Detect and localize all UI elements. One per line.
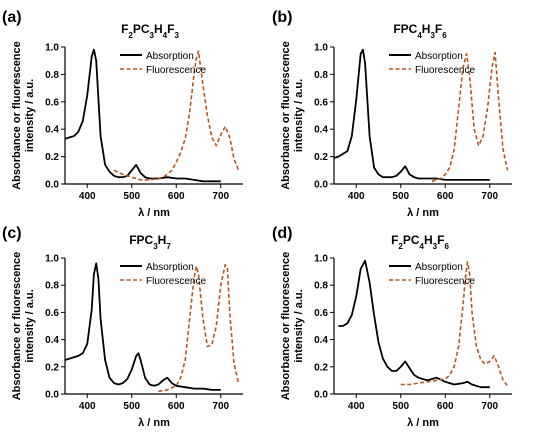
x-tick-label: 600 xyxy=(437,401,454,412)
x-tick-label: 400 xyxy=(348,401,365,412)
y-axis-label-line2: intensity / a.u. xyxy=(293,79,305,152)
legend-label: Fluorescence xyxy=(415,65,475,76)
x-tick-label: 700 xyxy=(481,191,498,202)
x-axis-label: λ / nm xyxy=(407,207,439,219)
y-tick-label: 0.6 xyxy=(314,308,328,319)
x-axis-label: λ / nm xyxy=(138,207,170,219)
y-tick-label: 0.4 xyxy=(314,335,328,346)
y-tick-label: 0.4 xyxy=(314,125,328,136)
y-tick-label: 0.8 xyxy=(314,70,328,81)
y-tick-label: 0.8 xyxy=(45,70,59,81)
x-tick-label: 700 xyxy=(212,191,229,202)
fluorescence-line xyxy=(400,261,509,387)
y-axis-label-line2: intensity / a.u. xyxy=(293,289,305,362)
legend-label: Fluorescence xyxy=(146,276,206,287)
y-axis-label-line2: intensity / a.u. xyxy=(24,289,36,362)
x-tick-label: 400 xyxy=(79,401,96,412)
chart-panel-d: (d) F2PC4H3F6 0.0 0.2 0.4 0.6 0.8 1.0 400 500 600 7… xyxy=(272,225,512,429)
x-tick-label: 700 xyxy=(212,401,229,412)
x-tick-label: 600 xyxy=(437,191,454,202)
x-axis-label: λ / nm xyxy=(407,417,439,429)
chart-title: FPC3H7 xyxy=(129,233,171,251)
absorption-line xyxy=(64,48,221,183)
x-tick-label: 600 xyxy=(168,191,185,202)
y-tick-label: 0.6 xyxy=(45,97,59,108)
absorption-line xyxy=(338,259,490,389)
y-tick-label: 1.0 xyxy=(314,43,328,54)
panel-letter: (b) xyxy=(272,9,292,26)
y-tick-label: 0.0 xyxy=(45,180,59,191)
x-tick-label: 500 xyxy=(123,191,140,202)
y-tick-label: 0.8 xyxy=(314,281,328,292)
fluorescence-line xyxy=(158,263,240,393)
y-tick-label: 0.4 xyxy=(45,125,59,136)
legend-label: Fluorescence xyxy=(415,276,475,287)
x-tick-label: 400 xyxy=(79,191,96,202)
y-tick-label: 0.4 xyxy=(45,335,59,346)
y-tick-label: 1.0 xyxy=(45,254,59,265)
x-axis-label: λ / nm xyxy=(138,417,170,429)
x-tick-label: 600 xyxy=(168,401,185,412)
chart-panel-b: (b) FPC4H3F6 0.0 0.2 0.4 0.6 0.8 1.0 400 500 600 70… xyxy=(272,9,512,219)
y-tick-label: 0.0 xyxy=(314,180,328,191)
chart-panel-c: (c) FPC3H7 0.0 0.2 0.4 0.6 0.8 1.0 400 500 600 700 λ… xyxy=(2,225,243,429)
panel-letter: (d) xyxy=(272,225,292,242)
chart-title: FPC4H3F6 xyxy=(393,22,447,40)
chart-title: F2PC4H3F6 xyxy=(391,233,449,251)
x-tick-label: 700 xyxy=(481,401,498,412)
y-tick-label: 0.2 xyxy=(45,152,59,163)
legend-label: Absorption xyxy=(146,262,194,273)
y-axis-label-line2: intensity / a.u. xyxy=(24,79,36,152)
y-tick-label: 0.0 xyxy=(314,390,328,401)
fluorescence-line xyxy=(431,51,509,183)
y-tick-label: 1.0 xyxy=(45,43,59,54)
fluorescence-line xyxy=(113,50,240,181)
x-tick-label: 500 xyxy=(392,401,409,412)
absorption-line xyxy=(64,262,221,391)
y-tick-label: 1.0 xyxy=(314,254,328,265)
legend-label: Absorption xyxy=(415,262,463,273)
y-axis-label-line1: Absorbance or fluorescence xyxy=(11,41,23,190)
y-tick-label: 0.6 xyxy=(45,308,59,319)
y-tick-label: 0.2 xyxy=(314,152,328,163)
panel-letter: (c) xyxy=(2,225,22,242)
legend-label: Absorption xyxy=(415,51,463,62)
legend-label: Absorption xyxy=(146,51,194,62)
chart-panel-a: (a) F2PC3H4F3 0.0 0.2 0.4 0.6 0.8 1.0 400 500 600 7… xyxy=(2,9,243,219)
chart-title: F2PC3H4F3 xyxy=(121,22,179,40)
x-tick-label: 400 xyxy=(348,191,365,202)
x-tick-label: 500 xyxy=(123,401,140,412)
y-axis-label-line1: Absorbance or fluorescence xyxy=(280,252,292,401)
y-tick-label: 0.6 xyxy=(314,97,328,108)
panel-letter: (a) xyxy=(2,9,22,26)
y-tick-label: 0.2 xyxy=(314,362,328,373)
y-axis-label-line1: Absorbance or fluorescence xyxy=(280,41,292,190)
y-axis-label-line1: Absorbance or fluorescence xyxy=(11,252,23,401)
y-tick-label: 0.2 xyxy=(45,362,59,373)
y-tick-label: 0.8 xyxy=(45,281,59,292)
y-tick-label: 0.0 xyxy=(45,390,59,401)
legend-label: Fluorescence xyxy=(146,65,206,76)
absorption-line xyxy=(333,48,490,181)
x-tick-label: 500 xyxy=(392,191,409,202)
